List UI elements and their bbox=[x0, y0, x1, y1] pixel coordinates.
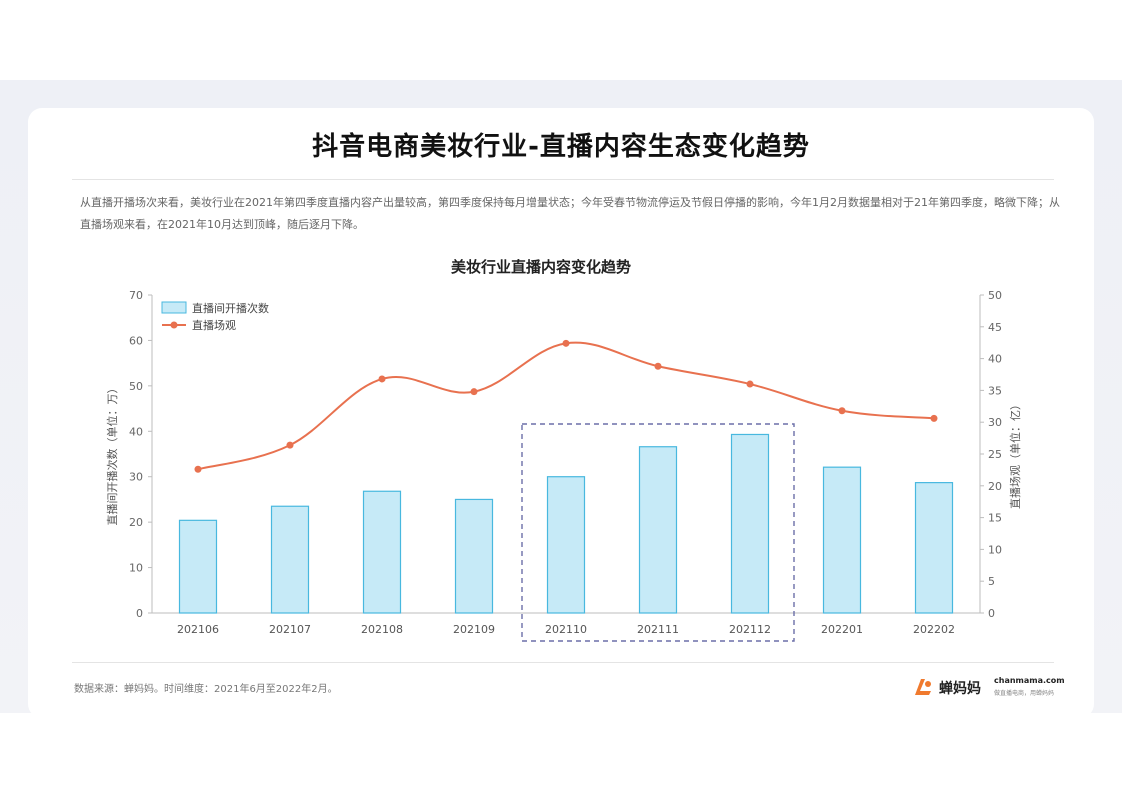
line-point-202111 bbox=[654, 362, 662, 370]
bar-202111 bbox=[638, 446, 678, 614]
left-axis-tick-label: 10 bbox=[129, 562, 143, 575]
x-axis-tick-label: 202112 bbox=[729, 623, 771, 636]
bar-202109 bbox=[454, 498, 494, 614]
bar-202201 bbox=[822, 466, 862, 614]
line-point-202110 bbox=[562, 339, 570, 347]
chanmama-logo-icon bbox=[915, 679, 931, 695]
x-axis-tick-label: 202201 bbox=[821, 623, 863, 636]
content-card bbox=[28, 108, 1094, 718]
line-point-202109 bbox=[470, 388, 478, 396]
x-axis-tick-label: 202110 bbox=[545, 623, 587, 636]
right-axis-tick-label: 40 bbox=[988, 353, 1002, 366]
line-point-202108 bbox=[378, 375, 386, 383]
line-point-202107 bbox=[286, 441, 294, 449]
right-axis-tick-label: 25 bbox=[988, 448, 1002, 461]
left-axis-tick-label: 50 bbox=[129, 380, 143, 393]
right-axis-tick-label: 35 bbox=[988, 384, 1002, 397]
x-axis-tick-label: 202108 bbox=[361, 623, 403, 636]
highlight-box bbox=[521, 423, 795, 642]
right-axis-tick-label: 20 bbox=[988, 480, 1002, 493]
right-axis-tick-label: 0 bbox=[988, 607, 995, 620]
line-point-202202 bbox=[930, 414, 938, 422]
x-axis-tick-label: 202202 bbox=[913, 623, 955, 636]
right-axis-tick-label: 15 bbox=[988, 512, 1002, 525]
page-title: 抖音电商美妆行业-直播内容生态变化趋势 bbox=[312, 132, 810, 162]
legend-bar-swatch bbox=[161, 301, 187, 314]
description-text: 从直播开播场次来看，美妆行业在2021年第四季度直播内容产出量较高，第四季度保持… bbox=[80, 196, 1060, 231]
line-point-202112 bbox=[746, 380, 754, 388]
chart-svg: 0 10 20 30 40 50 60 70 0 5 10 15 20 25 30 35 40 45 50 直播间开播… bbox=[105, 289, 1022, 642]
right-axis-tick-label: 5 bbox=[988, 575, 995, 588]
line-point-202201 bbox=[838, 407, 846, 415]
left-axis-tick-label: 70 bbox=[129, 289, 143, 302]
footer-divider bbox=[72, 662, 1054, 663]
right-axis-tick-label: 50 bbox=[988, 289, 1002, 302]
bar-202107 bbox=[270, 505, 310, 614]
bar-202108 bbox=[362, 490, 402, 614]
x-axis-tick-label: 202111 bbox=[637, 623, 679, 636]
right-axis-tick-label: 10 bbox=[988, 543, 1002, 556]
legend-line-marker bbox=[170, 321, 178, 329]
line-series-view-count bbox=[197, 341, 935, 471]
left-axis-tick-label: 0 bbox=[136, 607, 143, 620]
right-axis-title: 直播场观（单位：亿） bbox=[1008, 399, 1022, 509]
left-axis-title: 直播间开播次数（单位：万） bbox=[105, 383, 119, 526]
x-axis-tick-label: 202107 bbox=[269, 623, 311, 636]
legend-line-label: 直播场观 bbox=[192, 318, 236, 332]
chart-title: 美妆行业直播内容变化趋势 bbox=[450, 258, 631, 276]
line-point-202106 bbox=[194, 465, 202, 473]
bar-202110 bbox=[546, 476, 586, 614]
bar-202106 bbox=[178, 519, 218, 614]
right-axis-tick-label: 30 bbox=[988, 416, 1002, 429]
brand-site: chanmama.com bbox=[994, 676, 1065, 685]
brand-name: 蝉妈妈 bbox=[939, 681, 981, 697]
bar-202112 bbox=[730, 433, 770, 614]
title-divider bbox=[72, 179, 1054, 180]
data-source-note: 数据来源：蝉妈妈。时间维度：2021年6月至2022年2月。 bbox=[74, 684, 338, 695]
x-axis-tick-label: 202106 bbox=[177, 623, 219, 636]
legend-bar-label: 直播间开播次数 bbox=[192, 301, 269, 315]
left-axis-tick-label: 20 bbox=[129, 516, 143, 529]
x-axis-tick-label: 202109 bbox=[453, 623, 495, 636]
left-axis-tick-label: 40 bbox=[129, 425, 143, 438]
left-axis-tick-label: 30 bbox=[129, 471, 143, 484]
brand-block: 蝉妈妈 chanmama.com 做直播电商，用蝉妈妈 bbox=[912, 672, 1065, 702]
brand-slogan: 做直播电商，用蝉妈妈 bbox=[994, 690, 1055, 697]
left-axis-tick-label: 60 bbox=[129, 334, 143, 347]
bar-202202 bbox=[914, 482, 954, 614]
right-axis-tick-label: 45 bbox=[988, 321, 1002, 334]
